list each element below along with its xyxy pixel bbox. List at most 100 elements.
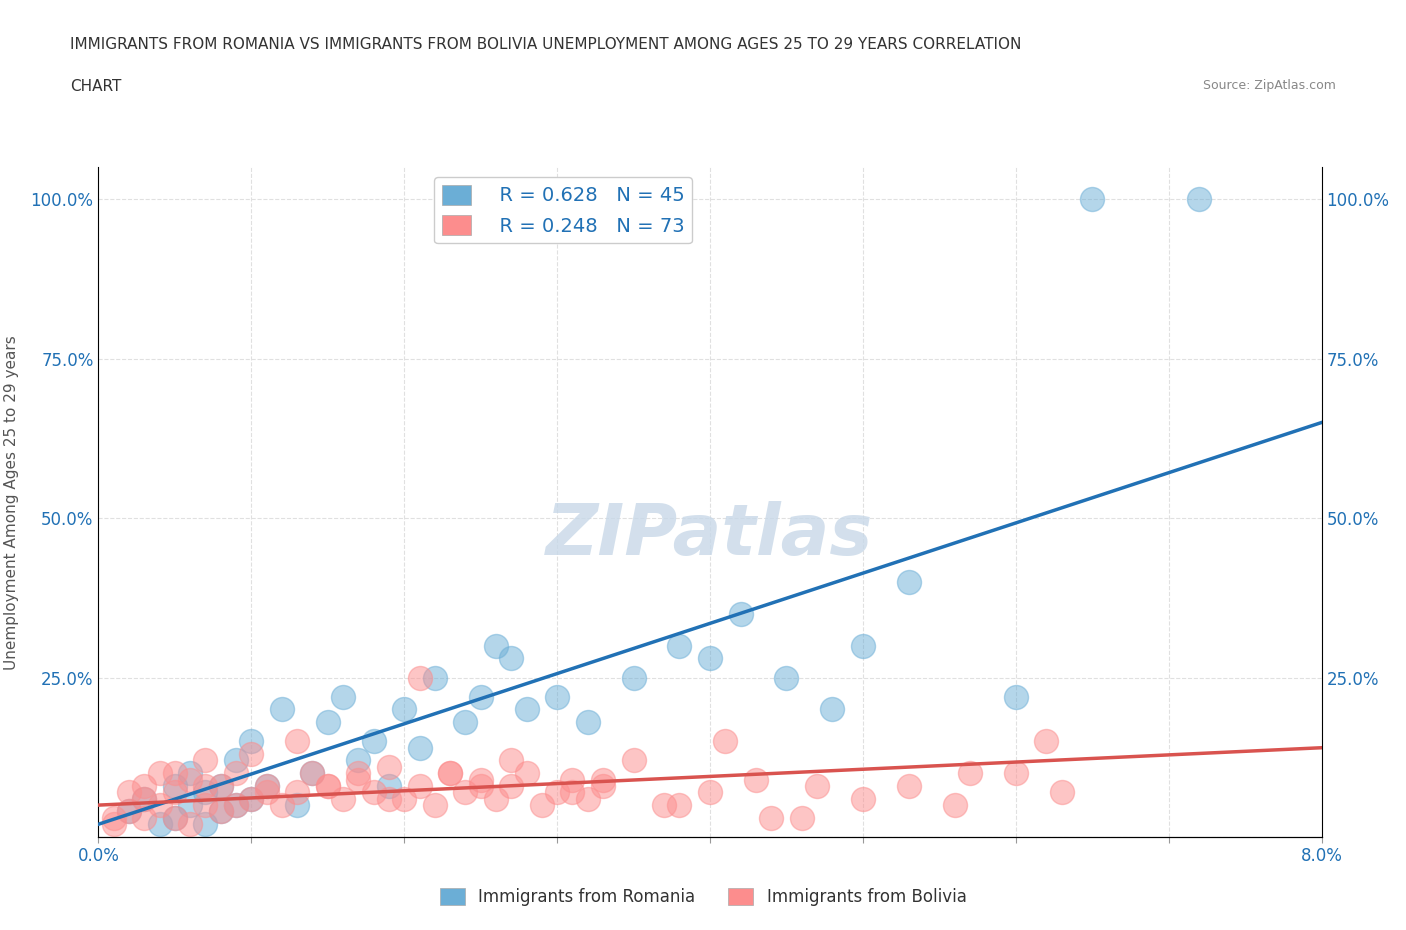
Point <box>470 689 492 704</box>
Point <box>103 810 125 825</box>
Point <box>408 740 430 755</box>
Point <box>301 765 323 780</box>
Point <box>240 791 263 806</box>
Legend:   R = 0.628   N = 45,   R = 0.248   N = 73: R = 0.628 N = 45, R = 0.248 N = 73 <box>434 177 692 244</box>
Point <box>378 791 401 806</box>
Point <box>576 715 599 730</box>
Point <box>501 778 523 793</box>
Point <box>209 804 232 819</box>
Point <box>408 671 430 685</box>
Point <box>316 778 339 793</box>
Point <box>149 817 172 831</box>
Point <box>454 715 477 730</box>
Point <box>179 798 201 813</box>
Point <box>1050 785 1073 800</box>
Point <box>470 772 492 787</box>
Point <box>454 785 477 800</box>
Y-axis label: Unemployment Among Ages 25 to 29 years: Unemployment Among Ages 25 to 29 years <box>4 335 20 670</box>
Point <box>103 817 125 831</box>
Point <box>301 765 323 780</box>
Text: ZIPatlas: ZIPatlas <box>547 501 873 570</box>
Point <box>179 772 201 787</box>
Point <box>225 798 247 813</box>
Point <box>194 753 217 768</box>
Point <box>806 778 828 793</box>
Point <box>790 810 813 825</box>
Point <box>1004 689 1026 704</box>
Point <box>959 765 981 780</box>
Point <box>363 785 385 800</box>
Point <box>240 747 263 762</box>
Point <box>316 715 339 730</box>
Point <box>1081 192 1104 206</box>
Point <box>285 785 308 800</box>
Point <box>163 778 186 793</box>
Point <box>392 791 416 806</box>
Point <box>775 671 797 685</box>
Point <box>485 791 508 806</box>
Point <box>439 765 461 780</box>
Point <box>347 753 370 768</box>
Point <box>209 778 232 793</box>
Point <box>179 817 201 831</box>
Point <box>501 753 523 768</box>
Point <box>118 785 141 800</box>
Point <box>163 785 186 800</box>
Point <box>134 791 156 806</box>
Point <box>516 765 538 780</box>
Point <box>852 638 875 653</box>
Point <box>546 689 568 704</box>
Point <box>423 798 446 813</box>
Point <box>270 798 294 813</box>
Point <box>501 651 523 666</box>
Point <box>576 791 599 806</box>
Point <box>623 671 645 685</box>
Point <box>179 765 201 780</box>
Text: CHART: CHART <box>70 79 122 94</box>
Point <box>194 778 217 793</box>
Point <box>699 785 721 800</box>
Legend: Immigrants from Romania, Immigrants from Bolivia: Immigrants from Romania, Immigrants from… <box>433 881 973 912</box>
Point <box>256 778 278 793</box>
Point <box>897 575 920 590</box>
Point <box>652 798 675 813</box>
Point <box>668 798 690 813</box>
Point <box>561 772 583 787</box>
Point <box>592 778 614 793</box>
Point <box>852 791 875 806</box>
Point <box>408 778 430 793</box>
Point <box>363 734 385 749</box>
Point <box>623 753 645 768</box>
Point <box>439 765 461 780</box>
Point <box>209 778 232 793</box>
Point <box>316 778 339 793</box>
Point <box>592 772 614 787</box>
Point <box>163 810 186 825</box>
Point <box>378 778 401 793</box>
Point <box>149 765 172 780</box>
Point <box>163 765 186 780</box>
Point <box>1004 765 1026 780</box>
Text: Source: ZipAtlas.com: Source: ZipAtlas.com <box>1202 79 1336 92</box>
Point <box>118 804 141 819</box>
Point <box>240 791 263 806</box>
Point <box>134 791 156 806</box>
Point <box>730 606 752 621</box>
Point <box>378 760 401 775</box>
Point <box>561 785 583 800</box>
Point <box>470 778 492 793</box>
Point <box>897 778 920 793</box>
Point <box>485 638 508 653</box>
Point <box>714 734 737 749</box>
Point <box>332 791 354 806</box>
Point <box>516 702 538 717</box>
Point <box>745 772 768 787</box>
Point <box>194 785 217 800</box>
Point <box>699 651 721 666</box>
Point <box>1035 734 1057 749</box>
Point <box>163 810 186 825</box>
Point <box>1188 192 1211 206</box>
Point <box>943 798 966 813</box>
Point <box>225 765 247 780</box>
Point <box>240 734 263 749</box>
